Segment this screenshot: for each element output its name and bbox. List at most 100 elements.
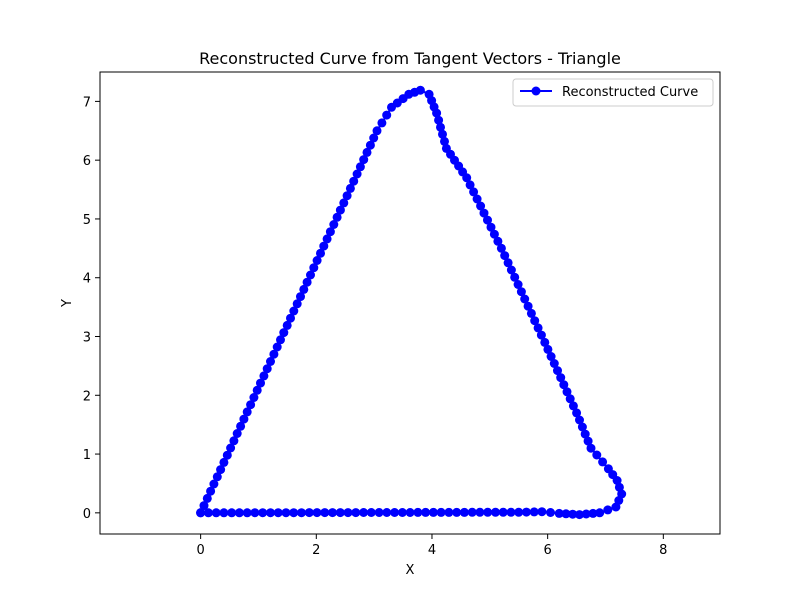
data-point: [486, 222, 496, 232]
data-point: [196, 508, 206, 518]
data-point: [581, 509, 591, 519]
data-point: [212, 472, 222, 482]
data-point: [362, 147, 372, 157]
x-axis: 0 2 4 6 8: [196, 534, 667, 558]
data-point: [302, 277, 312, 287]
data-point: [297, 508, 306, 518]
x-tick-label: 6: [544, 543, 552, 558]
data-point: [462, 173, 472, 183]
data-point: [568, 401, 578, 411]
data-point: [612, 476, 622, 485]
data-point: [273, 508, 283, 518]
data-point: [250, 508, 260, 518]
data-point: [405, 508, 415, 517]
data-point: [428, 507, 438, 517]
data-point: [514, 507, 524, 517]
data-point: [272, 342, 282, 352]
data-point: [498, 507, 508, 517]
data-point: [328, 508, 337, 518]
data-point: [603, 505, 613, 515]
data-point: [440, 136, 449, 146]
data-point: [475, 507, 485, 517]
data-point: [343, 508, 353, 518]
data-point: [421, 507, 431, 517]
data-point: [249, 393, 259, 402]
data-point: [206, 486, 216, 496]
data-point: [322, 234, 332, 244]
legend-box: [512, 78, 714, 107]
data-point: [572, 408, 582, 418]
x-axis-label: X: [406, 563, 415, 578]
y-tick-label: 4: [83, 272, 91, 287]
data-point: [351, 508, 361, 518]
data-point: [465, 180, 475, 190]
data-point: [434, 115, 444, 125]
data-point: [374, 508, 384, 517]
data-point: [382, 110, 392, 120]
data-point: [349, 176, 359, 186]
y-tick-label: 2: [83, 389, 91, 404]
data-point: [342, 191, 352, 201]
data-point: [546, 508, 555, 517]
data-point: [444, 507, 454, 517]
data-point: [537, 507, 547, 517]
data-point: [469, 187, 479, 197]
y-tick-label: 1: [83, 448, 91, 463]
plot-area: [100, 72, 720, 534]
data-point: [246, 400, 256, 410]
data-point: [369, 133, 379, 143]
data-point: [483, 507, 493, 517]
data-point: [316, 248, 325, 258]
data-point: [503, 258, 513, 268]
data-point: [242, 508, 252, 518]
data-point: [561, 509, 571, 519]
data-point: [483, 215, 492, 225]
data-point: [335, 205, 345, 215]
data-point: [568, 509, 578, 519]
data-point: [203, 508, 213, 518]
y-axis: 0 1 2 3 4 5 6 7: [83, 95, 100, 522]
data-point: [513, 280, 523, 289]
legend-label: Reconstructed Curve: [562, 85, 698, 100]
data-point: [236, 421, 246, 431]
data-point: [281, 508, 291, 518]
data-point: [209, 479, 219, 489]
data-point: [476, 201, 486, 211]
data-point: [529, 507, 539, 517]
data-point: [575, 510, 584, 520]
data-point: [493, 236, 503, 246]
data-point: [286, 313, 295, 323]
y-axis-label: Y: [60, 299, 75, 308]
y-tick-label: 5: [83, 213, 91, 228]
data-point: [506, 507, 516, 517]
data-point: [306, 270, 315, 280]
data-point: [533, 323, 543, 333]
data-point: [491, 507, 500, 517]
data-point: [540, 337, 550, 347]
y-tick-label: 3: [83, 331, 91, 346]
data-point: [536, 330, 546, 340]
data-point: [598, 457, 608, 467]
x-tick-label: 0: [196, 543, 204, 558]
data-point: [335, 508, 345, 518]
data-point: [549, 359, 559, 368]
data-point: [372, 126, 382, 136]
series-layer: [196, 85, 627, 520]
data-point: [472, 194, 482, 204]
data-point: [234, 508, 244, 518]
data-point: [309, 263, 319, 273]
data-point: [565, 394, 575, 404]
data-point: [222, 450, 232, 460]
data-point: [459, 507, 469, 517]
data-point: [258, 508, 268, 518]
data-point: [232, 429, 242, 438]
data-point: [269, 349, 279, 359]
data-point: [523, 301, 533, 311]
y-tick-label: 7: [83, 95, 91, 110]
data-point: [216, 465, 226, 475]
data-point: [583, 436, 593, 446]
data-point: [546, 352, 556, 361]
data-point: [359, 508, 369, 517]
data-point: [292, 299, 302, 309]
